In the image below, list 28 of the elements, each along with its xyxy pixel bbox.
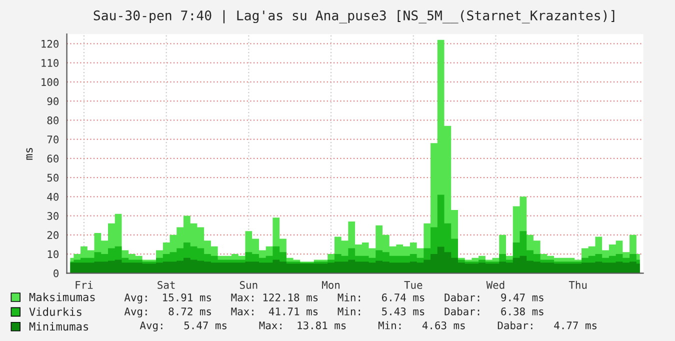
- text: Avg: 15.91 ms Max: 122.18 ms Min: 6.74 ms Dabar: 9.47 ms: [124, 293, 544, 304]
- x-tick-label: Sat: [158, 281, 175, 289]
- y-tick-label: 30: [47, 212, 59, 220]
- text: Avg: 8.72 ms Max: 41.71 ms Min: 5.43 ms Dabar: 6.38 ms: [124, 307, 544, 318]
- y-tick-label: 110: [42, 59, 59, 67]
- y-axis-title: ms: [26, 148, 33, 160]
- x-tick-label: Thu: [568, 280, 587, 289]
- legend-label: Vidurkis: [29, 307, 82, 316]
- x-tick-label: Tue: [404, 281, 422, 289]
- y-tick-label: 10: [48, 250, 59, 258]
- y-tick-label: 80: [47, 116, 59, 124]
- legend-label: Maksimumas: [29, 292, 95, 302]
- x-tick-label: Mon: [322, 281, 340, 289]
- y-tick-label: 40: [47, 192, 59, 201]
- chart-title: Sau-30-pen 7:40 | Lag'as su Ana_puse3 [NS_5M__(Starnet_Krazantes)]: [94, 10, 614, 24]
- y-tick-label: 50: [47, 174, 59, 182]
- y-tick-label: 20: [47, 231, 59, 240]
- y-tick-label: 60: [47, 154, 59, 163]
- y-tick-label: 0: [54, 269, 59, 278]
- y-tick-label: 90: [47, 97, 59, 106]
- x-tick-label: Sun: [240, 281, 258, 289]
- y-tick-label: 100: [42, 78, 59, 86]
- y-tick-label: 120: [42, 40, 59, 48]
- legend-label: Minimumas: [29, 322, 88, 331]
- x-tick-label: Wed: [486, 280, 504, 289]
- y-tick-label: 70: [47, 136, 59, 144]
- x-tick-label: Fri: [76, 280, 93, 289]
- text: Avg: 5.47 ms Max: 13.81 ms Min: 4.63 ms Dabar: 4.77 ms: [140, 321, 596, 332]
